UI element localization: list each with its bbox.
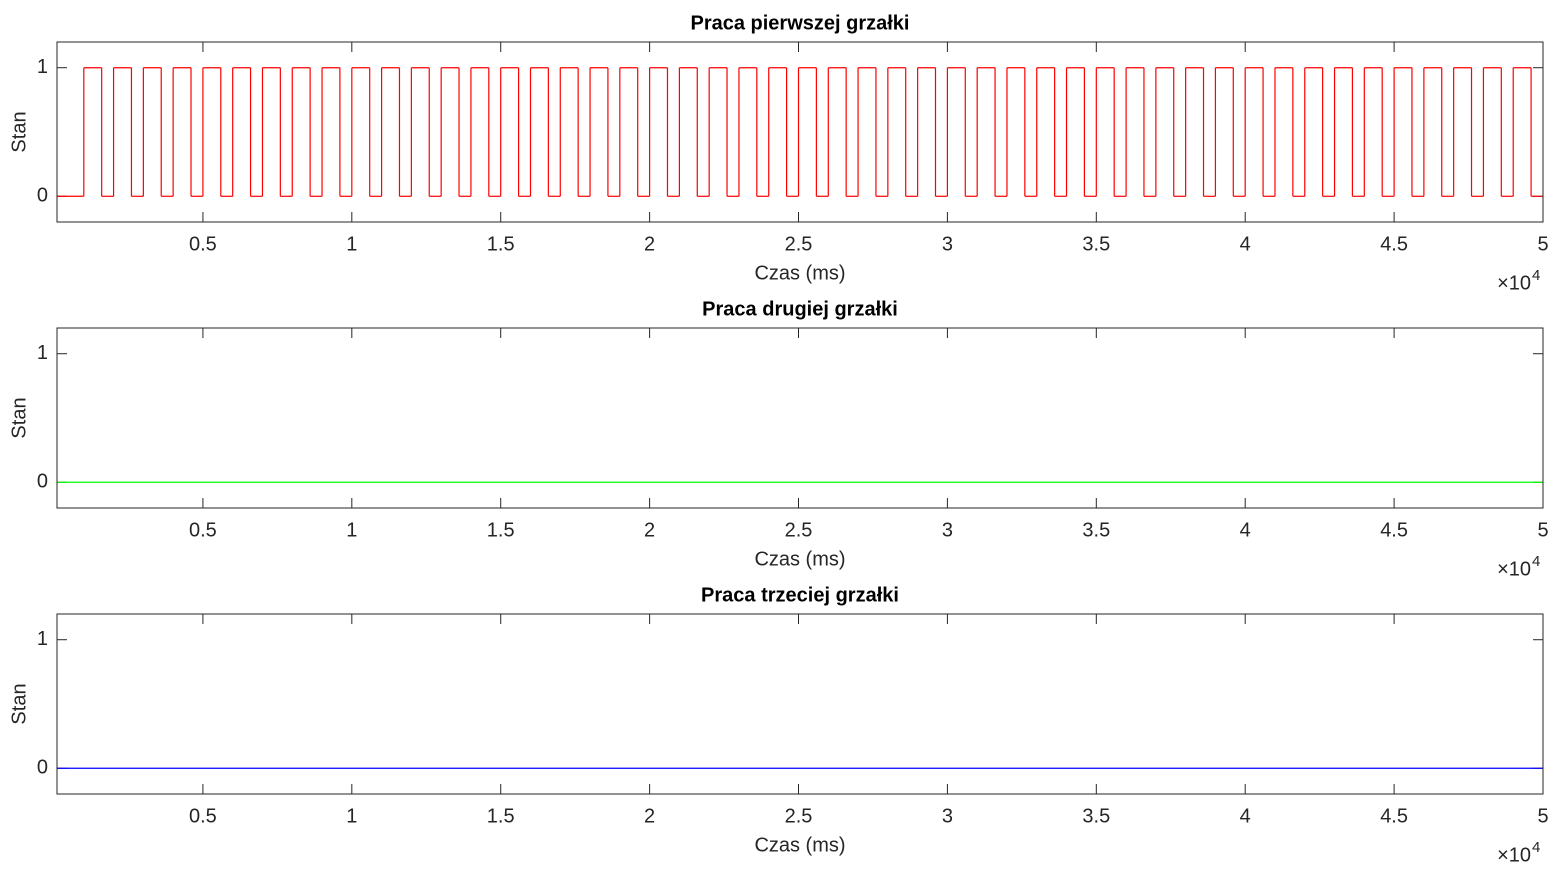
x-tick-label: 5 <box>1537 519 1548 541</box>
y-tick-label: 0 <box>37 471 48 493</box>
x-tick-label: 3.5 <box>1082 519 1110 541</box>
chart-title: Praca pierwszej grzałki <box>690 12 909 34</box>
x-tick-label: 1.5 <box>487 233 515 255</box>
x-tick-label: 0.5 <box>189 233 217 255</box>
axes-background <box>57 614 1543 794</box>
axes-background <box>57 42 1543 222</box>
y-axis-label: Stan <box>8 111 30 152</box>
x-tick-label: 4.5 <box>1380 519 1408 541</box>
x-tick-label: 2.5 <box>785 805 813 827</box>
x-tick-label: 2 <box>644 519 655 541</box>
x-tick-label: 2.5 <box>785 233 813 255</box>
x-exponent-base: ×10 <box>1497 844 1531 866</box>
x-exponent-base: ×10 <box>1497 272 1531 294</box>
x-tick-label: 2 <box>644 805 655 827</box>
x-tick-label: 2.5 <box>785 519 813 541</box>
x-tick-label: 4.5 <box>1380 233 1408 255</box>
x-tick-label: 4 <box>1240 519 1251 541</box>
x-exponent-power: 4 <box>1532 267 1540 284</box>
x-tick-label: 2 <box>644 233 655 255</box>
x-tick-label: 1 <box>346 519 357 541</box>
x-tick-label: 0.5 <box>189 805 217 827</box>
x-exponent-power: 4 <box>1532 839 1540 856</box>
x-tick-label: 4 <box>1240 233 1251 255</box>
x-tick-label: 1.5 <box>487 519 515 541</box>
x-tick-label: 0.5 <box>189 519 217 541</box>
axes-box <box>56 327 1544 509</box>
axes-box <box>56 41 1544 223</box>
x-exponent-power: 4 <box>1532 553 1540 570</box>
x-tick-label: 4 <box>1240 805 1251 827</box>
y-tick-label: 0 <box>37 757 48 779</box>
y-axis-label: Stan <box>8 397 30 438</box>
x-tick-label: 1.5 <box>487 805 515 827</box>
y-axis-label: Stan <box>8 683 30 724</box>
axes-box <box>56 613 1544 795</box>
x-axis-label: Czas (ms) <box>754 834 845 856</box>
x-tick-label: 1 <box>346 805 357 827</box>
y-tick-label: 1 <box>37 342 48 364</box>
x-tick-label: 3 <box>942 805 953 827</box>
chart-title: Praca trzeciej grzałki <box>701 584 899 606</box>
chart-title: Praca drugiej grzałki <box>702 298 898 320</box>
x-axis-label: Czas (ms) <box>754 548 845 570</box>
x-tick-label: 3.5 <box>1082 233 1110 255</box>
axes-background <box>57 328 1543 508</box>
x-axis-label: Czas (ms) <box>754 262 845 284</box>
x-tick-label: 3.5 <box>1082 805 1110 827</box>
x-tick-label: 1 <box>346 233 357 255</box>
x-tick-label: 4.5 <box>1380 805 1408 827</box>
y-tick-label: 0 <box>37 185 48 207</box>
x-tick-label: 5 <box>1537 233 1548 255</box>
x-exponent-base: ×10 <box>1497 558 1531 580</box>
x-tick-label: 3 <box>942 519 953 541</box>
x-tick-label: 3 <box>942 233 953 255</box>
x-tick-label: 5 <box>1537 805 1548 827</box>
y-tick-label: 1 <box>37 628 48 650</box>
y-tick-label: 1 <box>37 56 48 78</box>
